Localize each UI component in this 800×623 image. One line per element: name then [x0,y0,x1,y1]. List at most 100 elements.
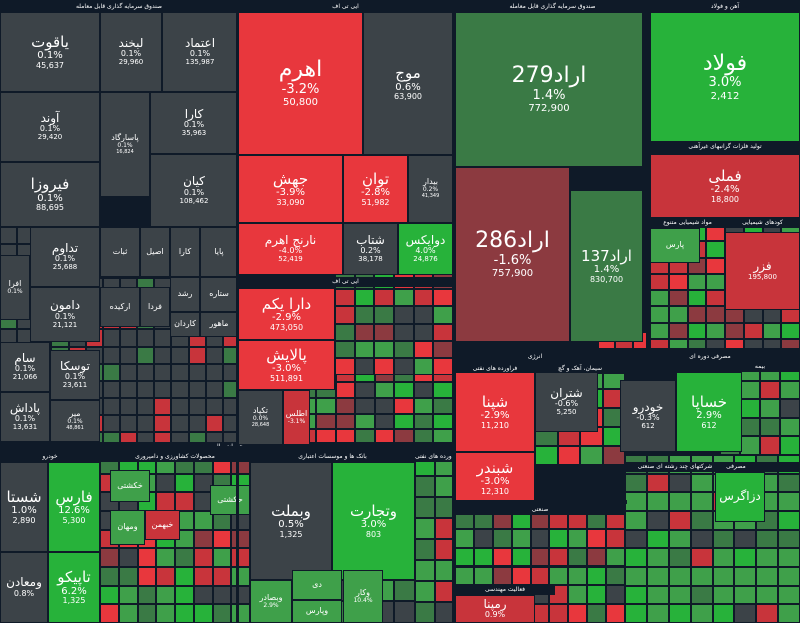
filler-tile[interactable] [205,363,223,381]
stock-tile[interactable]: وبملت 0.5% 1,325 [250,462,332,580]
stock-tile[interactable]: خودرو -0.3% 612 [620,380,676,452]
stock-tile[interactable]: تداوم 0.1% 25,688 [30,227,100,287]
filler-tile[interactable] [712,604,735,623]
filler-tile[interactable] [734,548,757,567]
filler-tile[interactable] [374,357,394,375]
stock-tile[interactable]: فملی -2.4% 18,800 [650,154,800,218]
filler-tile[interactable] [625,585,647,605]
filler-tile[interactable] [756,567,779,586]
stock-tile[interactable]: ماهور [200,312,238,337]
filler-tile[interactable] [354,340,375,358]
stock-tile[interactable]: سام 0.1% 21,066 [0,342,50,392]
filler-tile[interactable] [100,548,119,567]
stock-tile[interactable]: آوند 0.1% 29,420 [0,92,100,162]
filler-tile[interactable] [374,323,394,341]
filler-tile[interactable] [690,585,713,605]
stock-tile[interactable]: رشد [170,277,200,312]
filler-tile[interactable] [549,604,569,623]
stock-tile[interactable]: شپنا -2.9% 11,210 [455,372,535,452]
filler-tile[interactable] [668,492,691,511]
stock-tile[interactable]: پایا [200,227,238,277]
filler-tile[interactable] [154,397,172,415]
filler-tile[interactable] [606,547,625,567]
stock-tile[interactable]: توسکا 0.1% 23,611 [50,350,100,400]
filler-tile[interactable] [154,414,172,432]
filler-tile[interactable] [734,585,757,605]
filler-tile[interactable] [778,585,800,605]
filler-tile[interactable] [193,548,213,567]
filler-tile[interactable] [646,585,669,605]
filler-tile[interactable] [587,547,607,567]
filler-tile[interactable] [668,567,691,586]
filler-tile[interactable] [778,511,800,530]
filler-tile[interactable] [706,241,725,258]
stock-tile[interactable]: ومهان [110,510,145,545]
stock-tile[interactable]: شتران -0.6% 5,250 [535,372,598,432]
filler-tile[interactable] [100,604,119,623]
filler-tile[interactable] [212,604,232,623]
filler-tile[interactable] [212,585,232,605]
stock-tile[interactable]: دزاگرس [715,472,765,522]
filler-tile[interactable] [415,602,435,623]
filler-tile[interactable] [154,363,172,381]
filler-tile[interactable] [492,547,512,567]
stock-tile[interactable]: فیروزا 0.1% 88,695 [0,162,100,227]
filler-tile[interactable] [413,306,434,324]
filler-tile[interactable] [137,346,155,364]
filler-tile[interactable] [175,604,194,623]
filler-tile[interactable] [781,322,800,339]
stock-tile[interactable]: شستا 1.0% 2,890 [0,462,48,552]
filler-tile[interactable] [102,397,120,415]
filler-tile[interactable] [413,357,434,375]
filler-tile[interactable] [646,548,669,567]
filler-tile[interactable] [316,397,336,414]
filler-tile[interactable] [175,492,194,511]
stock-tile[interactable]: کیان 0.1% 108,462 [150,154,238,227]
filler-tile[interactable] [712,548,735,567]
filler-tile[interactable] [734,567,757,586]
filler-tile[interactable] [433,323,453,341]
stock-tile[interactable]: فزر 195,800 [725,232,800,310]
filler-tile[interactable] [530,566,550,586]
filler-tile[interactable] [212,529,232,549]
filler-tile[interactable] [355,382,375,398]
filler-tile[interactable] [335,413,356,430]
filler-tile[interactable] [668,548,691,567]
filler-tile[interactable] [413,340,434,358]
filler-tile[interactable] [549,547,569,567]
filler-tile[interactable] [118,567,138,586]
filler-tile[interactable] [668,529,691,549]
filler-tile[interactable] [156,548,175,567]
filler-tile[interactable] [650,290,669,307]
filler-tile[interactable] [625,567,647,586]
filler-tile[interactable] [650,322,669,339]
filler-tile[interactable] [568,528,588,548]
filler-tile[interactable] [120,414,138,432]
filler-tile[interactable] [413,397,434,414]
filler-tile[interactable] [102,363,120,381]
stock-tile[interactable]: بیدار 0.2% 41,349 [408,155,453,223]
filler-tile[interactable] [175,548,194,567]
filler-tile[interactable] [374,340,394,358]
filler-tile[interactable] [374,382,395,398]
filler-tile[interactable] [549,566,569,586]
filler-tile[interactable] [335,340,355,358]
filler-tile[interactable] [625,492,647,511]
stock-tile[interactable]: ثبات [100,227,140,277]
stock-tile[interactable]: کارا 0.1% 35,963 [150,92,238,154]
filler-tile[interactable] [171,380,189,398]
filler-tile[interactable] [137,329,155,347]
filler-tile[interactable] [120,329,138,347]
stock-tile[interactable]: خساپا 2.9% 612 [676,372,742,452]
filler-tile[interactable] [193,567,213,586]
filler-tile[interactable] [778,529,800,549]
filler-tile[interactable] [530,528,550,548]
filler-tile[interactable] [374,413,395,430]
filler-tile[interactable] [690,529,713,549]
filler-tile[interactable] [762,322,782,339]
filler-tile[interactable] [625,548,647,567]
filler-tile[interactable] [137,363,155,381]
filler-tile[interactable] [473,566,493,586]
filler-tile[interactable] [549,528,569,548]
stock-tile[interactable]: خبهمن [145,510,180,540]
